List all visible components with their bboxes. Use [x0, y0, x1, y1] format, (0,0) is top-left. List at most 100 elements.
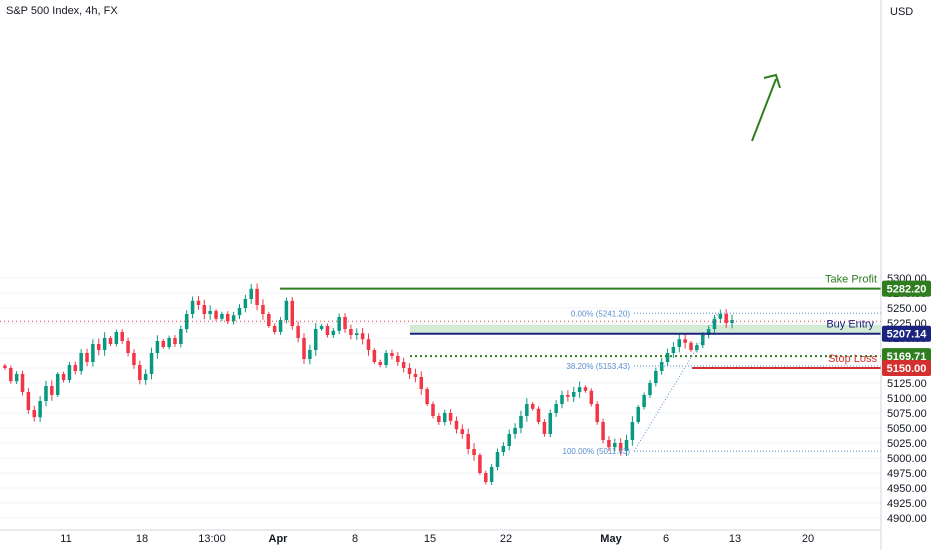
candle-body — [589, 390, 594, 404]
candle-body — [695, 345, 699, 350]
grid-lines — [0, 277, 881, 519]
y-tick-label: 4900.00 — [887, 513, 927, 525]
candle-body — [525, 404, 529, 416]
candle-body — [179, 329, 183, 344]
candle-body — [343, 317, 347, 329]
price-badge-label: 5282.20 — [887, 284, 927, 296]
candle-body — [618, 443, 623, 451]
stop-loss-label: Stop Loss — [828, 353, 877, 365]
candle-body — [190, 300, 195, 314]
candle-body — [712, 318, 717, 329]
candle-body — [577, 387, 582, 392]
candle-body — [114, 332, 119, 344]
candle-body — [718, 314, 723, 319]
fib-level-label: 38.20% (5153.43) — [566, 362, 630, 371]
candle-body — [278, 320, 283, 332]
target-arrow-shaft — [751, 78, 777, 142]
x-tick-label: May — [600, 533, 622, 545]
candle-body — [607, 440, 611, 448]
candle-body — [366, 339, 371, 350]
candle-body — [677, 339, 682, 347]
candle-body — [308, 350, 312, 359]
y-tick-label: 5125.00 — [887, 378, 927, 390]
x-tick-label: 11 — [60, 533, 71, 545]
x-tick-label: 6 — [663, 533, 669, 545]
y-tick-label: 4950.00 — [887, 483, 927, 495]
candle-body — [208, 311, 212, 314]
candle-body — [73, 365, 78, 371]
candle-body — [26, 392, 31, 410]
candle-body — [38, 401, 42, 418]
candle-body — [548, 413, 553, 434]
candle-body — [202, 305, 207, 314]
candle-body — [360, 333, 365, 340]
candle-body — [61, 374, 66, 380]
candle-body — [155, 341, 160, 353]
candle-body — [79, 353, 83, 371]
candle-body — [413, 374, 418, 377]
candle-body — [32, 410, 37, 418]
price-badge-label: 5150.00 — [887, 363, 927, 375]
candle-body — [237, 308, 242, 316]
candle-body — [560, 395, 564, 404]
candle-body — [683, 339, 687, 343]
candle-body — [407, 368, 412, 374]
axes — [0, 0, 882, 550]
target-arrow — [751, 73, 781, 142]
candle-body — [390, 353, 394, 356]
price-badge — [882, 360, 931, 376]
currency-label[interactable]: USD — [890, 6, 914, 18]
fib-level-label: 100.00% (5011.43) — [563, 447, 631, 456]
candle-body — [173, 338, 177, 344]
candle-body — [214, 311, 218, 319]
candle-body — [255, 288, 259, 305]
candle-body — [583, 387, 588, 391]
candle-body — [167, 338, 171, 347]
candle-body — [102, 338, 107, 350]
candle-body — [484, 473, 488, 482]
candle-body — [325, 326, 330, 335]
price-badge — [882, 280, 931, 297]
candle-body — [50, 386, 54, 395]
candle-body — [665, 353, 670, 362]
x-tick-label: 20 — [802, 533, 814, 545]
candle-body — [9, 368, 13, 382]
candle-body — [513, 428, 517, 434]
candle-body — [636, 407, 641, 422]
candle-body — [355, 333, 359, 335]
candle-body — [161, 341, 166, 347]
candle-body — [184, 314, 189, 329]
candle-body — [431, 404, 435, 416]
candle-body — [296, 326, 300, 338]
x-tick-label: 13 — [729, 533, 741, 545]
x-tick-label: 18 — [136, 533, 148, 545]
candle-body — [536, 408, 541, 422]
x-tick-label: 13:00 — [198, 533, 226, 545]
y-tick-label: 5250.00 — [887, 303, 927, 315]
y-tick-label: 5050.00 — [887, 423, 927, 435]
candle-body — [495, 452, 500, 467]
candle-body — [96, 344, 101, 350]
candle-body — [630, 422, 635, 440]
price-badge-label: 5207.14 — [887, 329, 928, 341]
x-tick-label: 22 — [500, 533, 512, 545]
candle-body — [120, 332, 124, 341]
candle-body — [337, 317, 341, 331]
candle-body — [466, 434, 470, 449]
candle-body — [132, 353, 136, 365]
candle-body — [14, 374, 19, 382]
candle-body — [267, 314, 271, 326]
candle-body — [460, 429, 465, 434]
candle-body — [472, 449, 476, 455]
candle-body — [108, 338, 113, 344]
candle-body — [319, 326, 324, 329]
x-tick-label: 15 — [424, 533, 436, 545]
candle-body — [478, 455, 482, 473]
candle-body — [3, 365, 7, 368]
candle-body — [384, 353, 388, 365]
candle-body — [642, 395, 646, 407]
candle-body — [448, 413, 453, 421]
candle-body — [331, 330, 336, 335]
y-tick-label: 5100.00 — [887, 393, 927, 405]
